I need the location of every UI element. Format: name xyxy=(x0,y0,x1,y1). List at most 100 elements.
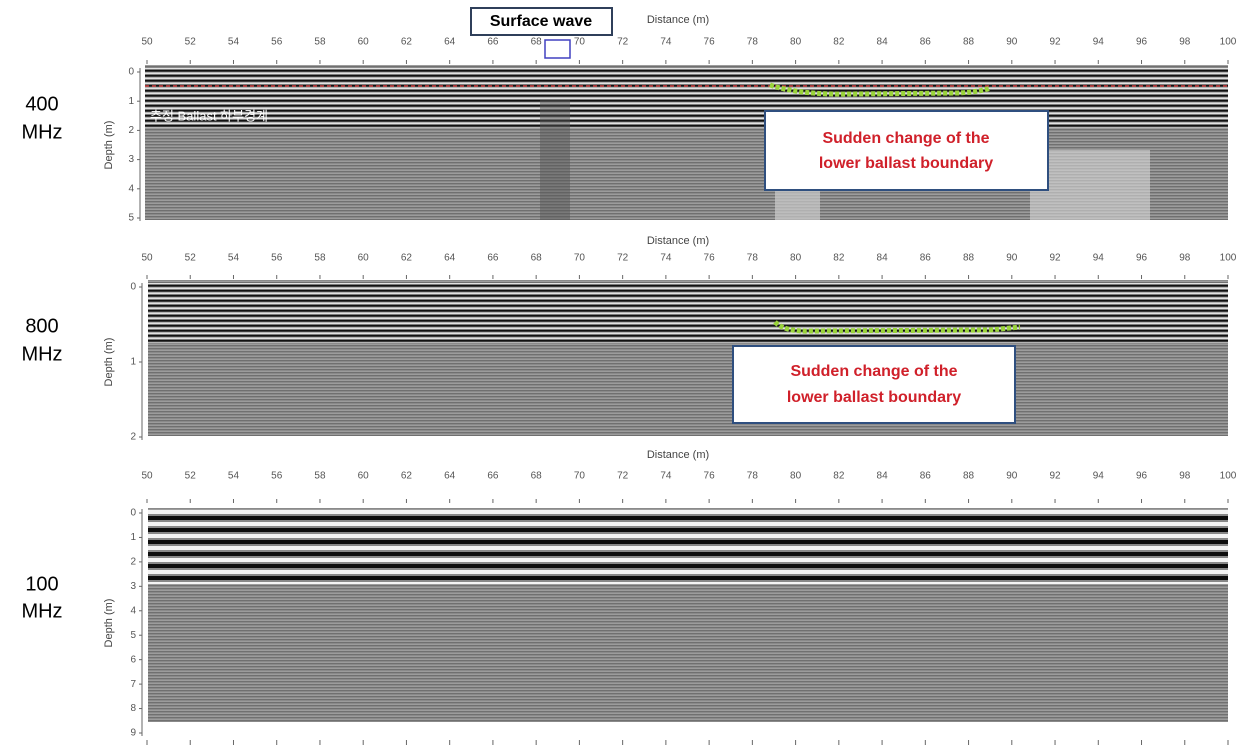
x-tick-label: 58 xyxy=(314,37,326,48)
y-tick-label: 9 xyxy=(130,728,136,739)
x-tick-label: 92 xyxy=(1049,37,1061,48)
x-tick-label: 70 xyxy=(574,253,586,264)
x-tick-label: 62 xyxy=(401,37,413,48)
x-tick-label: 80 xyxy=(790,37,802,48)
x-tick-label: 82 xyxy=(833,37,845,48)
x-tick-label: 60 xyxy=(358,253,370,264)
x-tick-label: 84 xyxy=(877,471,889,482)
y-tick-label: 5 xyxy=(128,213,134,224)
x-tick-label: 98 xyxy=(1179,471,1191,482)
frequency-label: 400 xyxy=(25,93,58,115)
x-tick-label: 92 xyxy=(1049,471,1061,482)
y-tick-label: 2 xyxy=(130,432,136,443)
x-tick-label: 90 xyxy=(1006,37,1018,48)
x-tick-label: 100 xyxy=(1220,253,1236,264)
x-tick-label: 96 xyxy=(1136,471,1148,482)
x-tick-label: 94 xyxy=(1093,37,1105,48)
x-tick-label: 96 xyxy=(1136,37,1148,48)
x-tick-label: 52 xyxy=(185,253,197,264)
y-tick-label: 2 xyxy=(130,557,136,568)
x-tick-label: 98 xyxy=(1179,37,1191,48)
x-tick-label: 94 xyxy=(1093,471,1105,482)
x-tick-label: 68 xyxy=(531,37,543,48)
y-tick-label: 1 xyxy=(130,357,136,368)
x-tick-label: 90 xyxy=(1006,253,1018,264)
x-tick-label: 92 xyxy=(1049,253,1061,264)
y-axis-label: Depth (m) xyxy=(103,121,115,170)
x-tick-label: 88 xyxy=(963,37,975,48)
x-tick-label: 70 xyxy=(574,471,586,482)
x-tick-label: 60 xyxy=(358,37,370,48)
y-tick-label: 5 xyxy=(130,630,136,641)
x-tick-label: 56 xyxy=(271,37,283,48)
x-tick-label: 78 xyxy=(747,37,759,48)
x-tick-label: 60 xyxy=(358,471,370,482)
frequency-label: 100 xyxy=(25,573,58,595)
x-tick-label: 74 xyxy=(660,253,672,264)
x-tick-label: 68 xyxy=(531,253,543,264)
x-tick-label: 64 xyxy=(444,37,456,48)
annotation: lower ballast boundary xyxy=(787,389,961,406)
radargram-100 xyxy=(148,508,1228,722)
y-tick-label: 4 xyxy=(128,183,134,194)
annotation-box xyxy=(732,345,1016,424)
x-tick-label: 54 xyxy=(228,37,240,48)
x-tick-label: 90 xyxy=(1006,471,1018,482)
y-tick-label: 4 xyxy=(130,605,136,616)
x-tick-label: 80 xyxy=(790,471,802,482)
y-tick-label: 0 xyxy=(128,67,134,78)
x-tick-label: 74 xyxy=(660,37,672,48)
x-tick-label: 76 xyxy=(704,253,716,264)
y-tick-label: 0 xyxy=(130,282,136,293)
callout-marker xyxy=(544,39,571,59)
x-tick-label: 52 xyxy=(185,37,197,48)
annotation-box xyxy=(764,110,1049,191)
x-tick-label: 76 xyxy=(704,37,716,48)
frequency-label: 800 xyxy=(25,315,58,337)
x-tick-label: 72 xyxy=(617,253,629,264)
y-tick-label: 3 xyxy=(130,581,136,592)
radargram-800 xyxy=(148,280,1228,436)
x-tick-label: 58 xyxy=(314,471,326,482)
x-tick-label: 54 xyxy=(228,471,240,482)
x-tick-label: 98 xyxy=(1179,253,1191,264)
x-tick-label: 62 xyxy=(401,471,413,482)
x-tick-label: 86 xyxy=(920,37,932,48)
x-tick-label: 86 xyxy=(920,253,932,264)
x-tick-label: 70 xyxy=(574,37,586,48)
note: 추정 Ballast 하부경계 xyxy=(150,108,268,123)
annotation: lower ballast boundary xyxy=(819,155,993,172)
x-tick-label: 74 xyxy=(660,471,672,482)
y-tick-label: 6 xyxy=(130,654,136,665)
x-tick-label: 66 xyxy=(487,471,499,482)
x-tick-label: 88 xyxy=(963,253,975,264)
y-axis-label: Depth (m) xyxy=(103,338,115,387)
x-tick-label: 76 xyxy=(704,471,716,482)
x-tick-label: 88 xyxy=(963,471,975,482)
annotation: Sudden change of the xyxy=(790,363,957,380)
x-axis-label: Distance (m) xyxy=(647,235,709,247)
y-tick-label: 1 xyxy=(128,96,134,107)
x-tick-label: 80 xyxy=(790,253,802,264)
x-tick-label: 56 xyxy=(271,253,283,264)
x-tick-label: 58 xyxy=(314,253,326,264)
x-tick-label: 54 xyxy=(228,253,240,264)
annotation: Sudden change of the xyxy=(822,130,989,147)
y-tick-label: 7 xyxy=(130,679,136,690)
x-tick-label: 62 xyxy=(401,253,413,264)
callout: Surface wave xyxy=(490,13,592,30)
x-tick-label: 66 xyxy=(487,37,499,48)
frequency-label: MHz xyxy=(21,343,62,365)
x-tick-label: 100 xyxy=(1220,37,1236,48)
y-tick-label: 0 xyxy=(130,508,136,519)
x-tick-label: 66 xyxy=(487,253,499,264)
x-tick-label: 50 xyxy=(141,253,153,264)
frequency-label: MHz xyxy=(21,121,62,143)
y-tick-label: 3 xyxy=(128,154,134,165)
y-tick-label: 2 xyxy=(128,125,134,136)
x-tick-label: 94 xyxy=(1093,253,1105,264)
x-tick-label: 100 xyxy=(1220,471,1236,482)
frequency-label: MHz xyxy=(21,600,62,622)
y-tick-label: 1 xyxy=(130,532,136,543)
